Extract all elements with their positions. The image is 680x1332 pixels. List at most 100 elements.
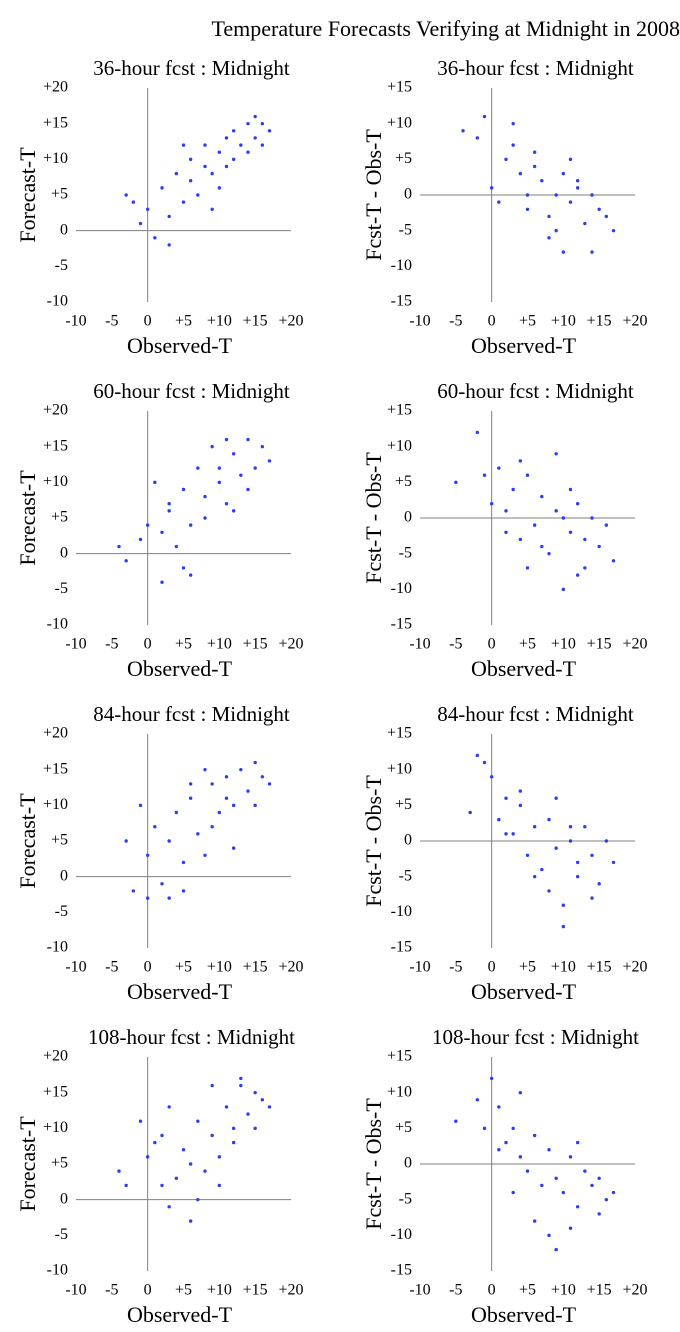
point — [217, 1183, 222, 1188]
x-tick-label: +15 — [587, 959, 612, 976]
point — [217, 1155, 222, 1159]
x-tick-label: -10 — [409, 1282, 430, 1299]
point — [540, 179, 544, 183]
point — [260, 444, 265, 449]
y-tick-label: +10 — [387, 114, 412, 131]
point — [454, 1119, 458, 1123]
point — [554, 1247, 558, 1252]
point — [231, 803, 236, 808]
point — [124, 193, 128, 197]
y-tick-label: 0 — [404, 509, 412, 526]
y-tick-label: +15 — [43, 437, 68, 454]
y-tick-label: +15 — [43, 1083, 68, 1100]
point — [575, 179, 580, 183]
y-tick-label: -5 — [399, 1190, 412, 1207]
y-tick-label: +15 — [387, 725, 412, 742]
y-axis-label: Fcst-T - Obs-T — [361, 452, 386, 584]
point — [160, 186, 164, 190]
point — [547, 889, 551, 893]
y-tick-label: +5 — [395, 1119, 412, 1136]
point — [246, 487, 250, 492]
point — [231, 846, 236, 850]
panel-title: 60-hour fcst : Midnight — [437, 379, 634, 403]
y-tick-label: 0 — [60, 867, 68, 884]
point — [188, 796, 193, 800]
point — [145, 207, 150, 211]
x-tick-label: +10 — [207, 636, 232, 653]
point — [504, 832, 508, 836]
y-tick-label: -10 — [391, 580, 412, 597]
point — [160, 1133, 164, 1138]
point — [604, 839, 609, 843]
point — [547, 214, 551, 219]
point — [181, 889, 186, 893]
x-tick-label: +5 — [175, 959, 192, 976]
point — [131, 200, 136, 204]
y-axis-label: Forecast-T — [15, 1116, 40, 1212]
point — [525, 473, 530, 477]
point — [525, 853, 530, 857]
point — [117, 1169, 121, 1173]
point — [188, 179, 193, 183]
point — [561, 1190, 566, 1195]
point — [511, 487, 515, 492]
point — [604, 523, 609, 527]
y-tick-label: 0 — [404, 1155, 412, 1172]
y-tick-label: +20 — [43, 725, 68, 742]
point — [224, 136, 229, 140]
point — [554, 509, 558, 513]
y-tick-label: +15 — [43, 760, 68, 777]
point — [532, 150, 537, 154]
panel-title: 60-hour fcst : Midnight — [93, 379, 290, 403]
x-tick-label: +20 — [622, 636, 647, 653]
point — [590, 516, 594, 520]
y-tick-label: +20 — [43, 1048, 68, 1065]
point — [260, 121, 265, 126]
point — [504, 796, 508, 800]
point — [532, 1133, 537, 1138]
point — [210, 825, 214, 829]
point — [554, 452, 558, 456]
point — [196, 1197, 200, 1202]
x-tick-label: +15 — [243, 636, 268, 653]
point — [489, 775, 494, 779]
y-tick-label: -15 — [391, 293, 412, 310]
point — [518, 1155, 523, 1159]
point — [217, 480, 222, 485]
point — [124, 559, 128, 563]
point — [504, 509, 508, 513]
point — [525, 1169, 530, 1173]
point — [196, 193, 200, 197]
panel-title: 84-hour fcst : Midnight — [93, 702, 290, 726]
point — [174, 171, 179, 176]
point — [532, 523, 537, 527]
point — [145, 896, 150, 900]
point — [253, 114, 257, 119]
point — [597, 1212, 601, 1216]
panel-title: 36-hour fcst : Midnight — [93, 56, 290, 80]
point — [188, 782, 193, 786]
point — [196, 466, 200, 470]
point — [547, 551, 551, 556]
x-tick-label: +20 — [622, 313, 647, 330]
y-tick-label: 0 — [404, 186, 412, 203]
point — [525, 566, 530, 570]
y-axis-label: Fcst-T - Obs-T — [361, 775, 386, 907]
y-tick-label: +10 — [387, 760, 412, 777]
point — [203, 494, 207, 499]
point — [160, 580, 164, 584]
y-tick-label: -5 — [399, 221, 412, 238]
point — [575, 860, 580, 865]
x-tick-label: -5 — [105, 636, 118, 653]
y-axis-label: Forecast-T — [15, 793, 40, 889]
x-tick-label: 0 — [144, 959, 152, 976]
point — [253, 136, 257, 140]
x-tick-label: 0 — [488, 636, 496, 653]
point — [138, 803, 143, 808]
point — [124, 1183, 128, 1188]
point — [518, 459, 523, 463]
point — [210, 782, 214, 786]
x-tick-label: +20 — [278, 636, 303, 653]
point — [210, 444, 214, 449]
